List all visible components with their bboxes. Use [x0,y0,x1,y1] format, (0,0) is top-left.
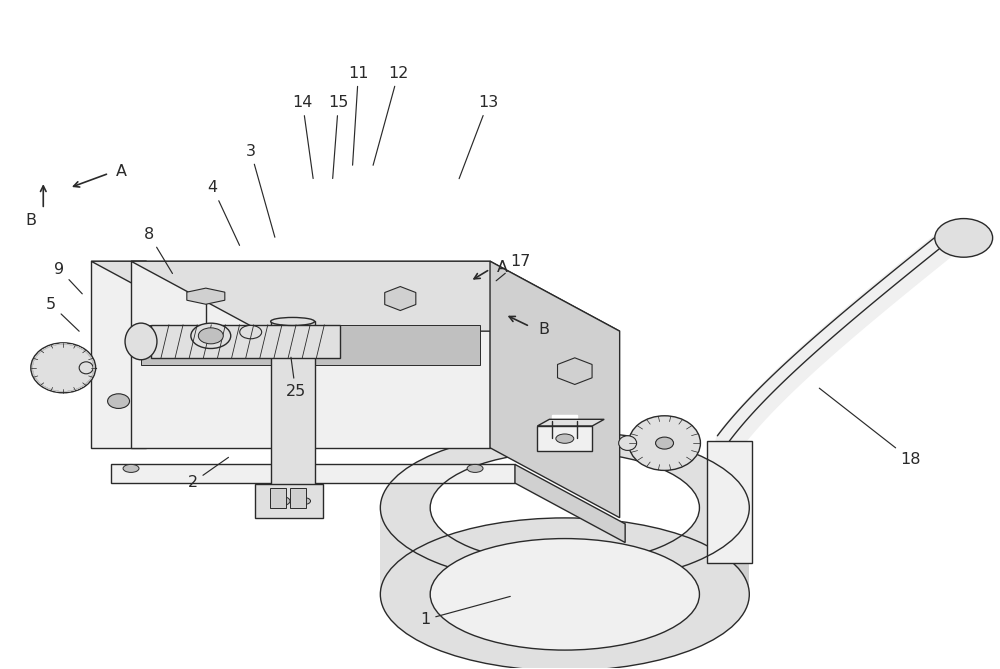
Polygon shape [537,426,592,452]
Polygon shape [111,464,515,483]
Polygon shape [490,261,620,518]
Text: 25: 25 [285,357,306,399]
Polygon shape [380,432,749,584]
Polygon shape [380,508,430,594]
Polygon shape [183,333,228,358]
Polygon shape [552,415,577,438]
Ellipse shape [619,436,637,450]
Ellipse shape [656,437,674,449]
Polygon shape [131,261,490,448]
Text: 15: 15 [328,95,349,179]
Polygon shape [248,321,400,358]
Text: 4: 4 [208,181,240,246]
Text: 8: 8 [144,227,172,274]
Ellipse shape [31,343,96,393]
Ellipse shape [191,323,231,349]
Text: 12: 12 [373,66,408,165]
Ellipse shape [430,539,699,650]
Ellipse shape [380,518,749,669]
Polygon shape [91,261,146,448]
Polygon shape [187,288,225,304]
Text: 11: 11 [348,66,369,165]
Text: 13: 13 [459,95,498,179]
Polygon shape [131,261,620,331]
Polygon shape [385,286,416,310]
Ellipse shape [268,341,282,349]
Ellipse shape [125,323,157,360]
Ellipse shape [556,434,574,444]
Polygon shape [270,488,286,508]
Text: B: B [538,322,549,337]
Text: 1: 1 [420,596,510,627]
Text: 2: 2 [188,458,228,490]
Text: 17: 17 [496,254,530,281]
Polygon shape [707,441,752,563]
Polygon shape [271,321,315,501]
Ellipse shape [240,325,262,339]
Polygon shape [699,508,749,594]
Polygon shape [430,452,699,563]
Text: 14: 14 [292,95,313,179]
Ellipse shape [935,219,993,257]
Polygon shape [558,358,592,385]
Text: 5: 5 [46,297,79,331]
Polygon shape [515,464,625,543]
Text: A: A [116,164,127,179]
Polygon shape [255,484,323,518]
Ellipse shape [198,328,223,344]
Ellipse shape [299,498,311,504]
Text: 18: 18 [819,388,921,467]
Ellipse shape [108,394,130,409]
Ellipse shape [123,464,139,472]
Text: 3: 3 [246,144,275,237]
Polygon shape [91,261,191,286]
Ellipse shape [275,496,290,505]
Ellipse shape [467,464,483,472]
Ellipse shape [79,362,93,374]
Ellipse shape [339,341,353,349]
Text: 9: 9 [54,262,82,294]
Text: B: B [26,213,37,228]
Polygon shape [537,419,604,426]
Polygon shape [290,488,306,508]
Polygon shape [141,325,480,365]
Ellipse shape [629,415,700,470]
Ellipse shape [271,318,315,325]
Polygon shape [151,324,340,358]
Text: A: A [497,260,508,275]
